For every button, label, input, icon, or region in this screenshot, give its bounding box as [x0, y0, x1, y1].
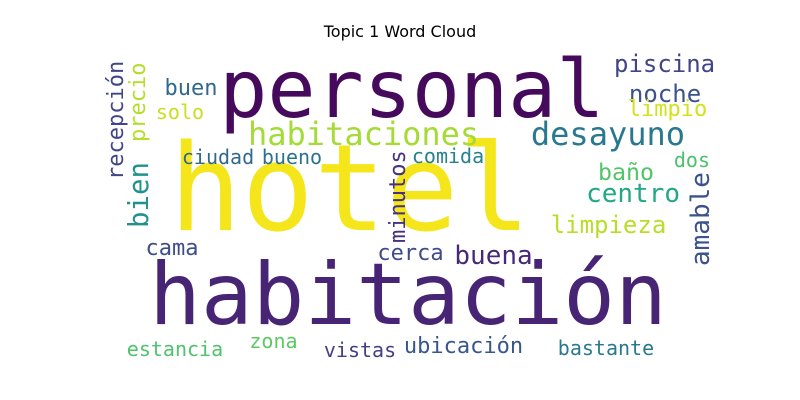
word-estancia: estancia	[126, 337, 224, 361]
word-habitaciones: habitaciones	[248, 115, 480, 153]
word-centro: centro	[586, 179, 681, 209]
word-piscina: piscina	[614, 50, 716, 78]
word-bien: bien	[124, 162, 156, 228]
word-limpieza: limpieza	[550, 211, 667, 239]
word-bano: baño	[598, 159, 654, 187]
word-habitacion: habitación	[149, 245, 667, 345]
word-cama: cama	[145, 236, 199, 261]
word-buen: buen	[164, 76, 218, 101]
word-amable: amable	[686, 171, 716, 266]
chart-title: Topic 1 Word Cloud	[323, 22, 477, 41]
word-recepcion: recepción	[104, 60, 129, 180]
word-comida: comida	[411, 144, 485, 168]
word-noche: noche	[628, 80, 702, 108]
word-desayuno: desayuno	[530, 115, 686, 153]
word-ubicacion: ubicación	[403, 334, 524, 359]
word-limpio: limpio	[627, 97, 708, 122]
word-zona: zona	[249, 329, 298, 353]
word-cloud-panel: hotel habitación personal habitaciones desay…	[100, 48, 720, 370]
word-hotel: hotel	[169, 120, 531, 259]
word-bueno: bueno	[261, 145, 323, 169]
word-ciudad: ciudad	[181, 145, 255, 169]
word-personal: personal	[219, 43, 605, 136]
word-buena: buena	[454, 241, 533, 271]
word-cerca: cerca	[377, 241, 444, 266]
word-dos: dos	[673, 148, 711, 172]
word-solo: solo	[155, 100, 205, 124]
word-vistas: vistas	[323, 338, 397, 362]
word-precio: precio	[126, 62, 151, 142]
word-bastante: bastante	[557, 336, 655, 360]
word-minutos: minutos	[386, 150, 411, 244]
